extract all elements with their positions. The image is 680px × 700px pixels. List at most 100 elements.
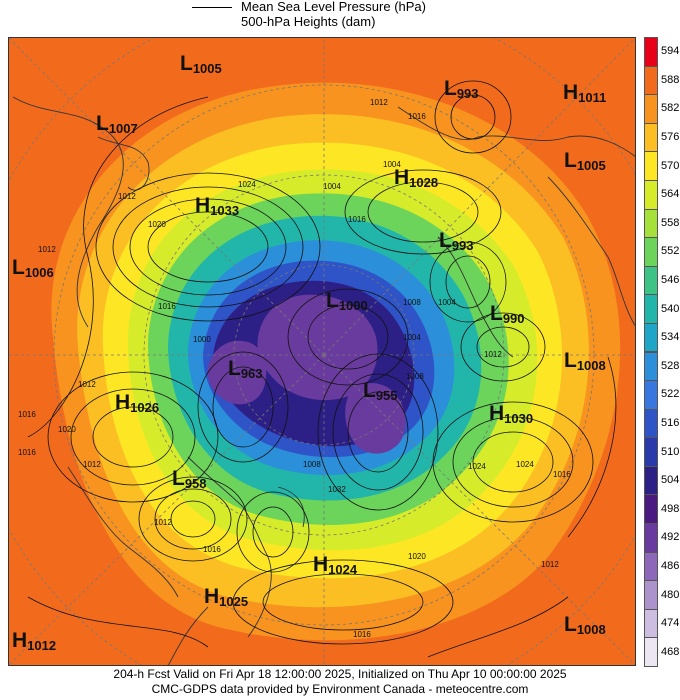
pressure-center: H1030 xyxy=(489,402,533,426)
colorbar-swatch xyxy=(644,494,658,525)
colorbar-swatch xyxy=(644,637,658,667)
isobar-label: 1004 xyxy=(323,182,341,191)
colorbar-swatch xyxy=(644,551,658,582)
colorbar-tick-label: 558 xyxy=(661,216,680,229)
colorbar-swatch xyxy=(644,294,658,324)
isobar-label: 1016 xyxy=(348,215,366,224)
colorbar-tick-label: 546 xyxy=(661,274,680,287)
isobar-label: 1008 xyxy=(403,298,421,307)
height-field-492 xyxy=(257,294,378,401)
map-legend: Mean Sea Level Pressure (hPa) 500-hPa He… xyxy=(0,0,680,36)
pressure-center: L1000 xyxy=(326,289,368,313)
colorbar-swatch xyxy=(644,94,658,124)
latitude-grid xyxy=(8,37,636,666)
colorbar-tick-label: 498 xyxy=(661,502,680,515)
isobars xyxy=(27,80,617,658)
colorbar-swatch xyxy=(644,265,658,296)
isobar-label: 1012 xyxy=(38,245,56,254)
isobar-label: 1016 xyxy=(18,448,36,457)
isobar-label: 1012 xyxy=(154,518,172,527)
pressure-center: H1024 xyxy=(313,553,358,577)
isobar-label: 1000 xyxy=(193,335,211,344)
colorbar-tick-label: 492 xyxy=(661,531,680,544)
pressure-center: L1005 xyxy=(564,149,606,173)
colorbar-swatch xyxy=(644,408,658,439)
heights-legend-label: 500-hPa Heights (dam) xyxy=(241,14,376,29)
pressure-center: H1025 xyxy=(204,585,248,609)
colorbar-swatch xyxy=(644,151,658,181)
isobar-label: 1016 xyxy=(553,470,571,479)
pressure-center: L963 xyxy=(228,357,263,381)
pressure-center: L993 xyxy=(439,229,474,253)
colorbar-tick-label: 540 xyxy=(661,302,680,315)
pressure-center: L993 xyxy=(444,77,479,101)
isobar-label: 1016 xyxy=(353,630,371,639)
pressure-center: L1006 xyxy=(12,256,54,280)
isobar-label: 1020 xyxy=(58,425,76,434)
pressure-center: L1008 xyxy=(564,349,606,373)
pressure-center: L1008 xyxy=(564,613,606,637)
pressure-center: L955 xyxy=(363,379,398,403)
colorbar-tick-label: 474 xyxy=(661,617,680,630)
pressure-center: L1007 xyxy=(96,112,138,136)
pressure-center: H1028 xyxy=(394,166,438,190)
isobar-label: 1012 xyxy=(541,560,559,569)
isobar-label: 1032 xyxy=(328,485,346,494)
isobar-label: 1016 xyxy=(408,112,426,121)
height-colorbar: 594 588 582 576 570 564 558 552 546 540 534 528 522 5… xyxy=(644,37,680,667)
pressure-centers: L1005 L1007 L993 H1011 L1005 H1028 H1033… xyxy=(12,52,606,653)
isobar-label: 1004 xyxy=(438,298,456,307)
pressure-center: H1012 xyxy=(12,629,56,653)
colorbar-tick-label: 570 xyxy=(661,159,680,172)
map-frame xyxy=(8,37,636,666)
isobar-label: 1012 xyxy=(118,192,136,201)
colorbar-swatch xyxy=(644,65,658,96)
isobar-label: 1012 xyxy=(78,380,96,389)
pressure-center: H1011 xyxy=(563,81,606,105)
isobar-label: 1024 xyxy=(238,180,256,189)
forecast-validity-text: 204-h Fcst Valid on Fri Apr 18 12:00:00 … xyxy=(113,667,567,681)
colorbar-swatch xyxy=(644,437,658,467)
colorbar-swatch xyxy=(644,208,658,239)
isobar-labels: 1012 1020 1012 1016 1012 1024 1004 1016 … xyxy=(18,98,571,639)
colorbar-swatch xyxy=(644,351,658,382)
colorbar-swatch xyxy=(644,179,658,210)
pressure-center: L1005 xyxy=(180,52,222,76)
colorbar-swatch xyxy=(644,322,658,353)
colorbar-tick-label: 582 xyxy=(661,102,680,115)
colorbar-tick-label: 564 xyxy=(661,188,680,201)
weather-map: 1012 1020 1012 1016 1012 1024 1004 1016 … xyxy=(8,37,636,666)
colorbar-swatch xyxy=(644,380,658,410)
colorbar-tick-label: 486 xyxy=(661,559,680,572)
height-field-492b xyxy=(207,340,267,405)
pressure-center: H1026 xyxy=(115,391,159,415)
colorbar-tick-label: 534 xyxy=(661,331,680,344)
coastlines xyxy=(12,96,636,666)
colorbar-swatch xyxy=(644,237,658,267)
isobar-label: 1004 xyxy=(403,333,421,342)
colorbar-tick-label: 510 xyxy=(661,445,680,458)
colorbar-tick-label: 576 xyxy=(661,131,680,144)
colorbar-tick-label: 522 xyxy=(661,388,680,401)
isobar-label: 1016 xyxy=(18,410,36,419)
colorbar-swatch xyxy=(644,37,658,67)
isobar-label: 1020 xyxy=(148,220,166,229)
pressure-center: H1033 xyxy=(195,194,239,218)
colorbar-tick-label: 594 xyxy=(661,45,680,58)
isobar-label: 1012 xyxy=(370,98,388,107)
colorbar-swatch xyxy=(644,580,658,610)
isobar-label: 1024 xyxy=(516,460,534,469)
colorbar-tick-label: 552 xyxy=(661,245,680,258)
mslp-line-swatch xyxy=(192,7,232,8)
isobar-label: 1020 xyxy=(408,552,426,561)
colorbar-swatch xyxy=(644,465,658,496)
colorbar-tick-label: 588 xyxy=(661,73,680,86)
colorbar-tick-label: 516 xyxy=(661,416,680,429)
colorbar-swatch xyxy=(644,608,658,639)
colorbar-swatch xyxy=(644,122,658,153)
isobar-label: 1008 xyxy=(303,460,321,469)
map-footer: 204-h Fcst Valid on Fri Apr 18 12:00:00 … xyxy=(0,667,680,700)
colorbar-tick-label: 504 xyxy=(661,474,680,487)
isobar-label: 1016 xyxy=(203,545,221,554)
pressure-center: L958 xyxy=(172,467,207,491)
